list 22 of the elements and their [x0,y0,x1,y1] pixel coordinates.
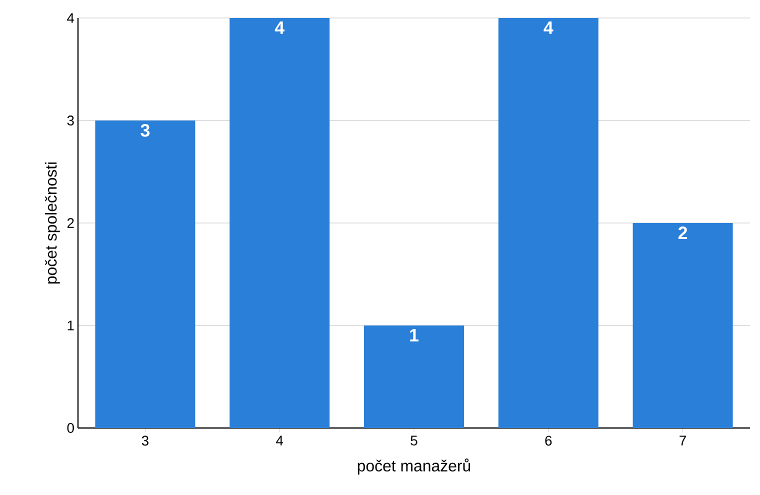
x-axis-title: počet manažerů [358,458,470,475]
data-label: 4 [544,22,554,34]
bar [95,120,196,428]
bar [230,18,330,428]
y-tick-label: 3 [67,116,74,126]
y-tick-label: 2 [67,218,74,228]
bar [498,18,598,428]
x-tick-label: 3 [142,436,148,446]
y-tick-label: 0 [67,423,74,433]
y-tick-label: 1 [68,320,74,330]
data-label: 4 [274,22,284,34]
x-tick-label: 5 [410,436,418,446]
data-label: 2 [678,226,688,240]
y-tick-label: 4 [67,13,74,23]
x-tick-label: 6 [545,436,552,446]
y-axis-title: počet společnosti [44,162,60,284]
x-tick-label: 7 [680,436,686,446]
bar [364,326,464,428]
bar [632,222,733,428]
x-tick-label: 4 [276,436,284,446]
data-label: 3 [140,124,150,137]
data-label: 1 [410,329,418,342]
